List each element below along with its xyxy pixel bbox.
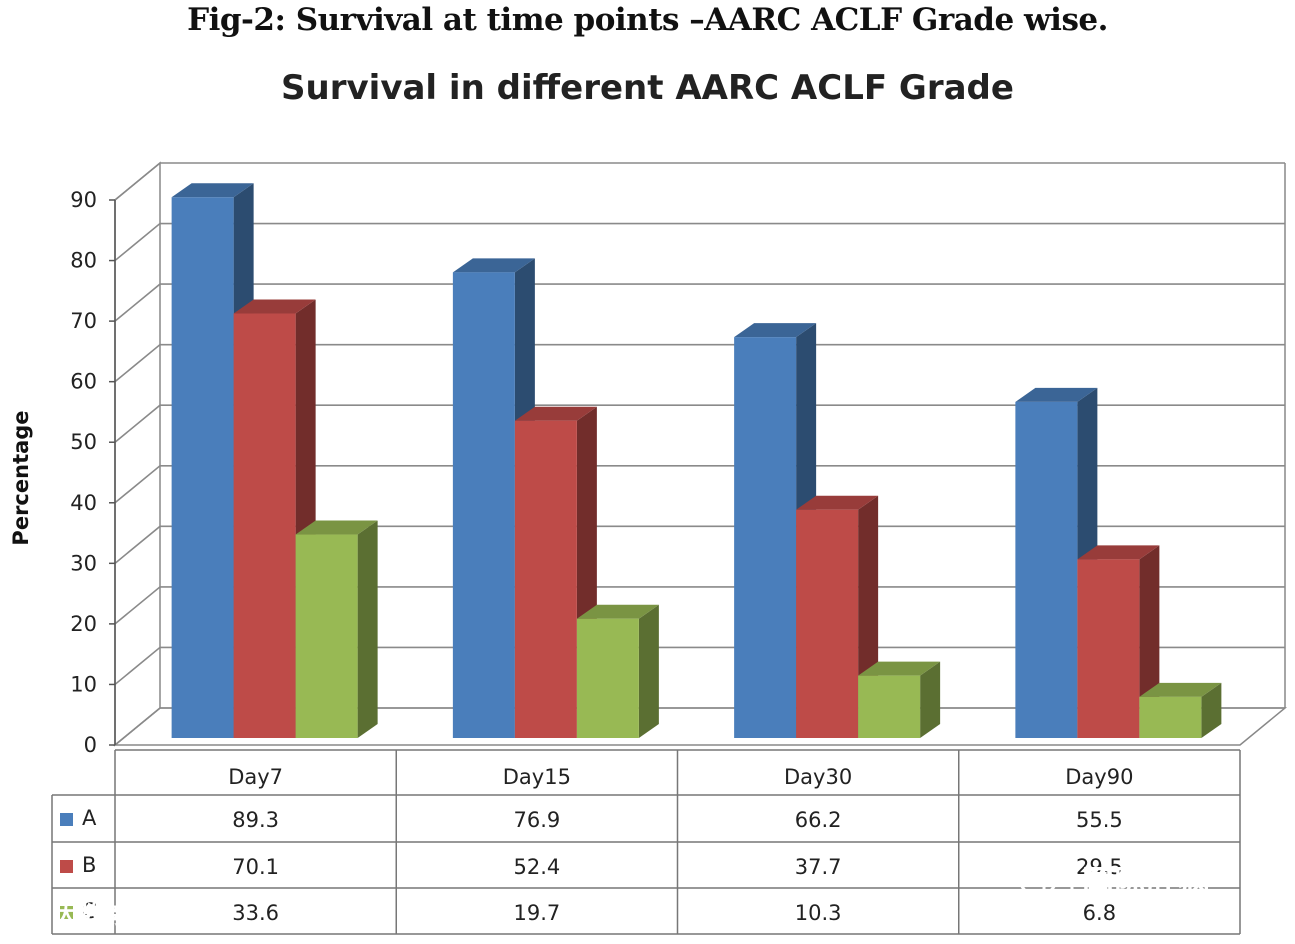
bar-front xyxy=(171,197,234,738)
bar-side xyxy=(638,604,659,738)
bar-top xyxy=(734,323,817,338)
legend-swatch xyxy=(60,906,73,919)
data-label: 70.1 xyxy=(232,855,279,879)
bar-top xyxy=(1077,545,1160,560)
x-category-label: Day30 xyxy=(784,765,852,789)
watermark-right-text: 国际肝病 xyxy=(1082,863,1210,901)
watermark-left: 大数跨境 xyxy=(14,898,150,930)
bar-top xyxy=(1139,682,1222,697)
bar-top xyxy=(452,258,535,273)
gridline xyxy=(114,525,1285,564)
gridline xyxy=(114,646,1285,686)
y-tick-label: 30 xyxy=(70,551,97,575)
figure-caption: Fig-2: Survival at time points –AARC ACL… xyxy=(187,2,1108,38)
legend-swatch xyxy=(60,860,73,873)
watermark-left-logo-icon xyxy=(14,898,46,930)
chart-side-wall xyxy=(114,161,161,747)
legend-series-name: B xyxy=(82,853,96,877)
bar-front xyxy=(734,337,797,738)
data-label: 55.5 xyxy=(1076,808,1123,832)
bar-front xyxy=(1077,559,1140,738)
bar-front xyxy=(1015,401,1078,738)
bar-front xyxy=(452,272,515,738)
bar-front xyxy=(858,675,921,738)
gridline xyxy=(114,283,1285,322)
bar xyxy=(796,495,879,738)
data-label: 19.7 xyxy=(513,901,560,925)
gridline xyxy=(114,343,1285,383)
bar-top xyxy=(295,520,378,535)
bar xyxy=(1139,682,1222,738)
legend-series-name: C xyxy=(82,899,97,923)
y-tick-label: 0 xyxy=(84,733,97,757)
y-tick-label: 70 xyxy=(70,309,97,333)
wechat-logo-icon-2 xyxy=(1042,872,1074,904)
bar-top xyxy=(858,661,941,676)
data-label: 76.9 xyxy=(513,808,560,832)
data-label: 29.5 xyxy=(1076,855,1123,879)
gridline xyxy=(114,464,1285,504)
gridlines xyxy=(114,162,1285,746)
x-category-label: Day15 xyxy=(503,765,571,789)
bar-side xyxy=(920,661,941,738)
bar xyxy=(295,520,378,738)
bar-front xyxy=(514,420,577,738)
bar-top xyxy=(796,495,879,510)
data-table: Day7 Day15 Day30 Day90 A 89.3 76.9 66.2 55.5 B 70.… xyxy=(51,749,1241,935)
bar-top xyxy=(1015,387,1098,402)
data-label: 6.8 xyxy=(1083,901,1116,925)
gridline xyxy=(114,162,1285,201)
data-label: 37.7 xyxy=(795,855,842,879)
bar-front xyxy=(1139,696,1202,738)
legend-series-name: A xyxy=(82,806,97,830)
y-tick-label: 90 xyxy=(70,188,97,212)
bar-front xyxy=(233,313,296,738)
y-axis-label: Percentage xyxy=(9,410,33,545)
gridline xyxy=(114,404,1285,443)
watermarks: 大数跨境 国际肝病 xyxy=(14,858,1210,930)
legend-swatch xyxy=(60,813,73,826)
gridline xyxy=(114,586,1285,625)
bar xyxy=(858,661,941,738)
y-tick-label: 20 xyxy=(70,612,97,636)
data-label: 33.6 xyxy=(232,901,279,925)
y-tick-label: 10 xyxy=(70,672,97,696)
bar-top xyxy=(171,183,254,198)
watermark-right: 国际肝病 xyxy=(1018,858,1210,904)
data-label: 52.4 xyxy=(513,855,560,879)
y-tick-label: 50 xyxy=(70,430,97,454)
x-category-label: Day7 xyxy=(228,765,283,789)
chart-title: Survival in different AARC ACLF Grade xyxy=(281,68,1014,108)
bar-side xyxy=(357,520,378,738)
wechat-logo-icon xyxy=(1018,858,1058,898)
y-tick-label: 60 xyxy=(70,370,97,394)
bars xyxy=(171,183,1222,738)
y-axis: 0 10 20 30 40 50 60 70 80 90 xyxy=(70,188,116,757)
bar-side xyxy=(1201,682,1222,738)
data-label: 89.3 xyxy=(232,808,279,832)
x-category-label: Day90 xyxy=(1065,765,1133,789)
bar-front xyxy=(295,534,358,738)
data-label: 10.3 xyxy=(795,901,842,925)
gridline xyxy=(114,222,1285,262)
watermark-left-text: 大数跨境 xyxy=(54,901,150,929)
bar-top xyxy=(233,299,316,314)
bar-front xyxy=(796,509,859,738)
bar-top xyxy=(514,406,597,421)
bar-top xyxy=(576,604,659,619)
bar-front xyxy=(576,618,639,738)
y-tick-label: 80 xyxy=(70,249,97,273)
y-tick-label: 40 xyxy=(70,491,97,515)
bar xyxy=(576,604,659,738)
data-label: 66.2 xyxy=(795,808,842,832)
